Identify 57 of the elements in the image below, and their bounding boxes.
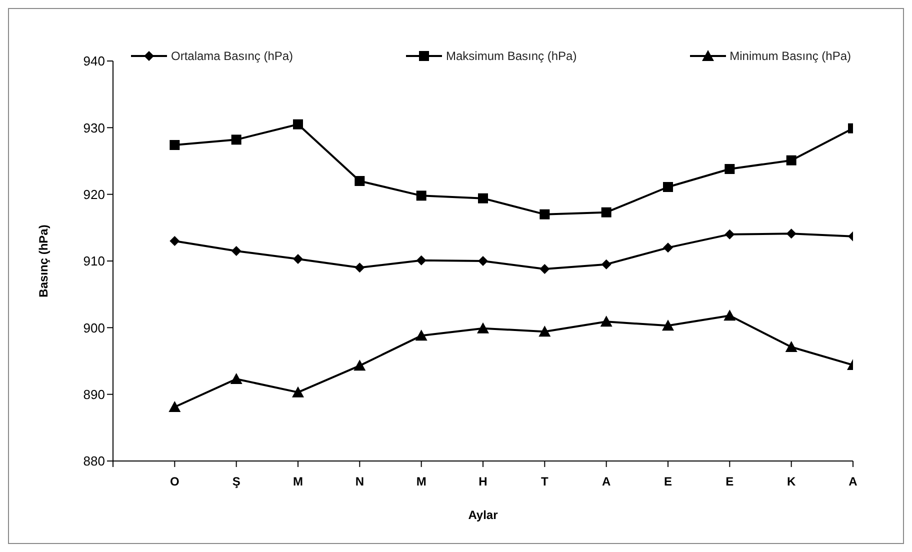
- point: [293, 254, 303, 264]
- point: [478, 193, 488, 204]
- point: [293, 119, 303, 130]
- point: [786, 228, 796, 239]
- point: [724, 310, 736, 321]
- point: [478, 256, 488, 266]
- point: [601, 207, 612, 218]
- point: [540, 264, 550, 274]
- point: [231, 246, 242, 256]
- y-tick-label: 890: [83, 386, 105, 402]
- y-tick-label: 900: [83, 320, 105, 336]
- legend-label: Maksimum Basınç (hPa): [446, 49, 577, 63]
- point: [230, 373, 242, 384]
- y-tick-label: 880: [83, 454, 105, 469]
- point: [477, 322, 489, 334]
- x-tick-label: Ş: [232, 474, 240, 489]
- point: [785, 341, 798, 352]
- point: [538, 326, 551, 337]
- point: [292, 386, 304, 398]
- y-tick-label: 920: [83, 186, 105, 202]
- point: [354, 360, 366, 371]
- x-tick-label: T: [540, 474, 549, 489]
- point: [663, 242, 673, 253]
- x-tick-label: A: [602, 474, 611, 489]
- point: [663, 182, 673, 192]
- point: [724, 229, 735, 240]
- point: [601, 259, 612, 270]
- point: [724, 164, 735, 174]
- point: [168, 401, 181, 412]
- point: [786, 155, 796, 166]
- point: [600, 316, 612, 327]
- x-tick-label: M: [416, 474, 426, 489]
- y-tick-label: 930: [83, 120, 105, 136]
- point: [354, 262, 365, 273]
- point: [662, 320, 674, 331]
- x-tick-label: M: [293, 474, 303, 489]
- point: [416, 255, 426, 266]
- legend-label: Minimum Basınç (hPa): [730, 49, 851, 63]
- y-tick-label: 910: [83, 254, 105, 269]
- point: [540, 209, 550, 220]
- x-tick-label: N: [355, 474, 364, 489]
- x-tick-label: E: [664, 474, 672, 489]
- legend-label: Ortalama Basınç (hPa): [171, 49, 294, 63]
- x-tick-label: A: [848, 474, 858, 489]
- point: [170, 140, 180, 150]
- point: [416, 190, 426, 201]
- point: [415, 330, 428, 341]
- y-axis-title: Basınç (hPa): [36, 224, 50, 298]
- y-tick-label: 940: [83, 54, 105, 69]
- point: [231, 134, 242, 145]
- point: [170, 236, 180, 246]
- x-tick-label: K: [786, 474, 796, 489]
- point: [354, 176, 365, 186]
- x-tick-label: E: [726, 474, 734, 489]
- x-axis-title: Aylar: [468, 508, 498, 522]
- x-tick-label: O: [170, 474, 180, 489]
- x-tick-label: H: [478, 474, 488, 489]
